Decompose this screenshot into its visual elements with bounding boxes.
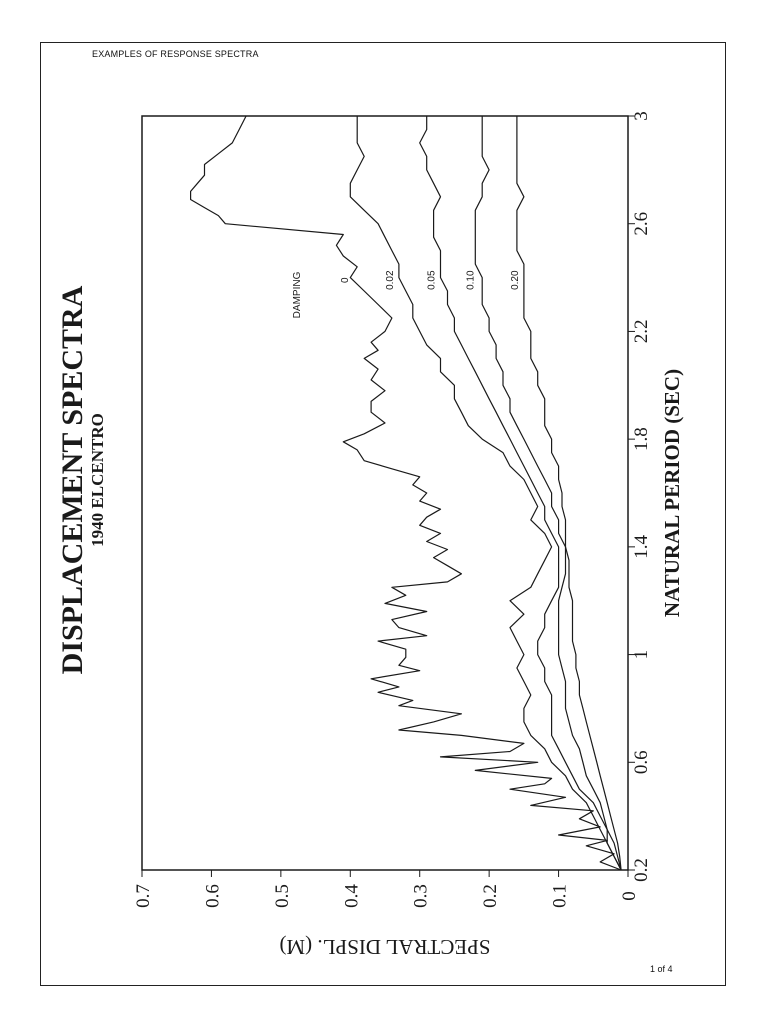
page-frame (40, 42, 726, 986)
x-axis-label: NATURAL PERIOD (SEC) (660, 369, 684, 617)
series-lines (190, 115, 622, 871)
y-tick-label: 0.3 (411, 884, 432, 908)
chart-title: DISPLACEMENT SPECTRA (56, 285, 89, 674)
series-line-0 (190, 115, 622, 871)
y-tick-label: 0 (619, 891, 640, 901)
legend-title: DAMPING (292, 271, 303, 318)
plot-area (141, 115, 629, 871)
chart-subtitle: 1940 ELCENTRO (88, 413, 107, 547)
series-label-0: 0 (340, 277, 351, 283)
series-line-0.10 (474, 116, 622, 871)
series-line-0.20 (516, 116, 622, 871)
x-tick-label: 0.6 (631, 750, 652, 774)
y-tick-label: 0.5 (272, 884, 293, 908)
x-tick-label: 3 (631, 111, 652, 121)
x-tick-label: 1.8 (631, 427, 652, 451)
page-header: EXAMPLES OF RESPONSE SPECTRA (92, 49, 259, 59)
y-axis-ticks: 0 0.1 0.2 0.3 0.4 0.5 0.6 0.7 (133, 870, 640, 908)
y-tick-label: 0.2 (480, 884, 501, 908)
series-labels: 0 0.02 0.05 0.10 0.20 (340, 270, 521, 290)
series-label-0.05: 0.05 (427, 270, 438, 290)
x-tick-label: 2.6 (631, 212, 652, 236)
y-tick-label: 0.6 (202, 884, 223, 908)
y-tick-label: 0.7 (133, 884, 154, 908)
x-tick-label: 1 (631, 650, 652, 660)
y-tick-label: 0.4 (341, 884, 362, 908)
x-tick-label: 2.2 (631, 320, 652, 344)
series-label-0.02: 0.02 (385, 270, 396, 290)
series-line-0.02 (349, 116, 622, 871)
y-axis-label: SPECTRAL DISPL. (M) (279, 935, 490, 959)
series-label-0.20: 0.20 (510, 270, 521, 290)
x-tick-label: 0.2 (631, 858, 652, 882)
x-axis-ticks: 0.2 0.6 1 1.4 1.8 2.2 2.6 3 (628, 111, 652, 882)
y-tick-label: 0.1 (550, 884, 571, 908)
series-label-0.10: 0.10 (465, 270, 476, 290)
page-number: 1 of 4 (650, 964, 673, 974)
x-tick-label: 1.4 (631, 534, 652, 558)
series-line-0.05 (419, 116, 622, 871)
